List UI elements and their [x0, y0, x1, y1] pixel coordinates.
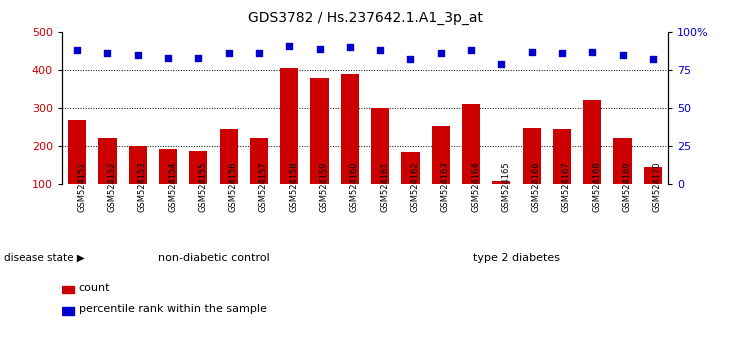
Point [344, 44, 356, 50]
Point [465, 47, 477, 53]
Point [193, 55, 204, 61]
Bar [371, 108, 389, 222]
Text: percentile rank within the sample: percentile rank within the sample [79, 304, 266, 314]
Bar [99, 138, 117, 222]
Point [223, 50, 234, 56]
Text: GSM524169: GSM524169 [623, 162, 631, 212]
Bar [644, 167, 662, 222]
Bar [62, 307, 74, 315]
Bar [402, 153, 420, 222]
Point [556, 50, 568, 56]
Bar [128, 146, 147, 222]
Point [101, 50, 113, 56]
Bar [431, 126, 450, 222]
Point [647, 56, 658, 62]
Bar [583, 101, 602, 222]
Text: count: count [79, 283, 110, 293]
Point [162, 55, 174, 61]
Text: GSM524155: GSM524155 [199, 162, 207, 212]
Text: GSM524156: GSM524156 [228, 162, 238, 212]
Point [314, 46, 326, 51]
Bar [613, 138, 631, 222]
Bar [492, 181, 510, 222]
Point [526, 49, 537, 55]
Text: GSM524170: GSM524170 [653, 162, 662, 212]
Point [253, 50, 265, 56]
Bar [280, 68, 299, 222]
Text: GSM524154: GSM524154 [168, 162, 177, 212]
Text: GSM524160: GSM524160 [350, 162, 359, 212]
Text: GSM524161: GSM524161 [380, 162, 389, 212]
Bar [220, 129, 238, 222]
Point [283, 43, 295, 48]
Point [132, 52, 144, 57]
Text: GSM524162: GSM524162 [410, 162, 420, 212]
Text: GSM524151: GSM524151 [77, 162, 86, 212]
Text: GSM524164: GSM524164 [471, 162, 480, 212]
Bar [159, 149, 177, 222]
Text: GSM524158: GSM524158 [289, 162, 299, 212]
Point [404, 56, 416, 62]
Bar [189, 150, 207, 222]
Text: disease state ▶: disease state ▶ [4, 252, 85, 263]
Text: GSM524167: GSM524167 [562, 162, 571, 212]
Point [496, 61, 507, 67]
Text: non-diabetic control: non-diabetic control [158, 252, 269, 263]
Text: GSM524157: GSM524157 [259, 162, 268, 212]
Text: GSM524166: GSM524166 [531, 162, 541, 212]
Point [586, 49, 598, 55]
Text: GSM524153: GSM524153 [138, 162, 147, 212]
Point [72, 47, 83, 53]
Text: type 2 diabetes: type 2 diabetes [473, 252, 560, 263]
Text: GSM524168: GSM524168 [592, 162, 602, 212]
Text: GSM524152: GSM524152 [107, 162, 117, 212]
Point [374, 47, 386, 53]
Point [617, 52, 629, 57]
Bar [462, 104, 480, 222]
Point [435, 50, 447, 56]
Bar [341, 74, 359, 222]
Bar [68, 120, 86, 222]
Text: GDS3782 / Hs.237642.1.A1_3p_at: GDS3782 / Hs.237642.1.A1_3p_at [247, 11, 483, 25]
Bar [250, 138, 268, 222]
Text: GSM524159: GSM524159 [320, 162, 328, 212]
Text: GSM524163: GSM524163 [441, 162, 450, 212]
Text: GSM524165: GSM524165 [502, 162, 510, 212]
Bar [310, 78, 328, 222]
Bar [553, 129, 571, 222]
Bar [62, 286, 74, 293]
Bar [523, 128, 541, 222]
